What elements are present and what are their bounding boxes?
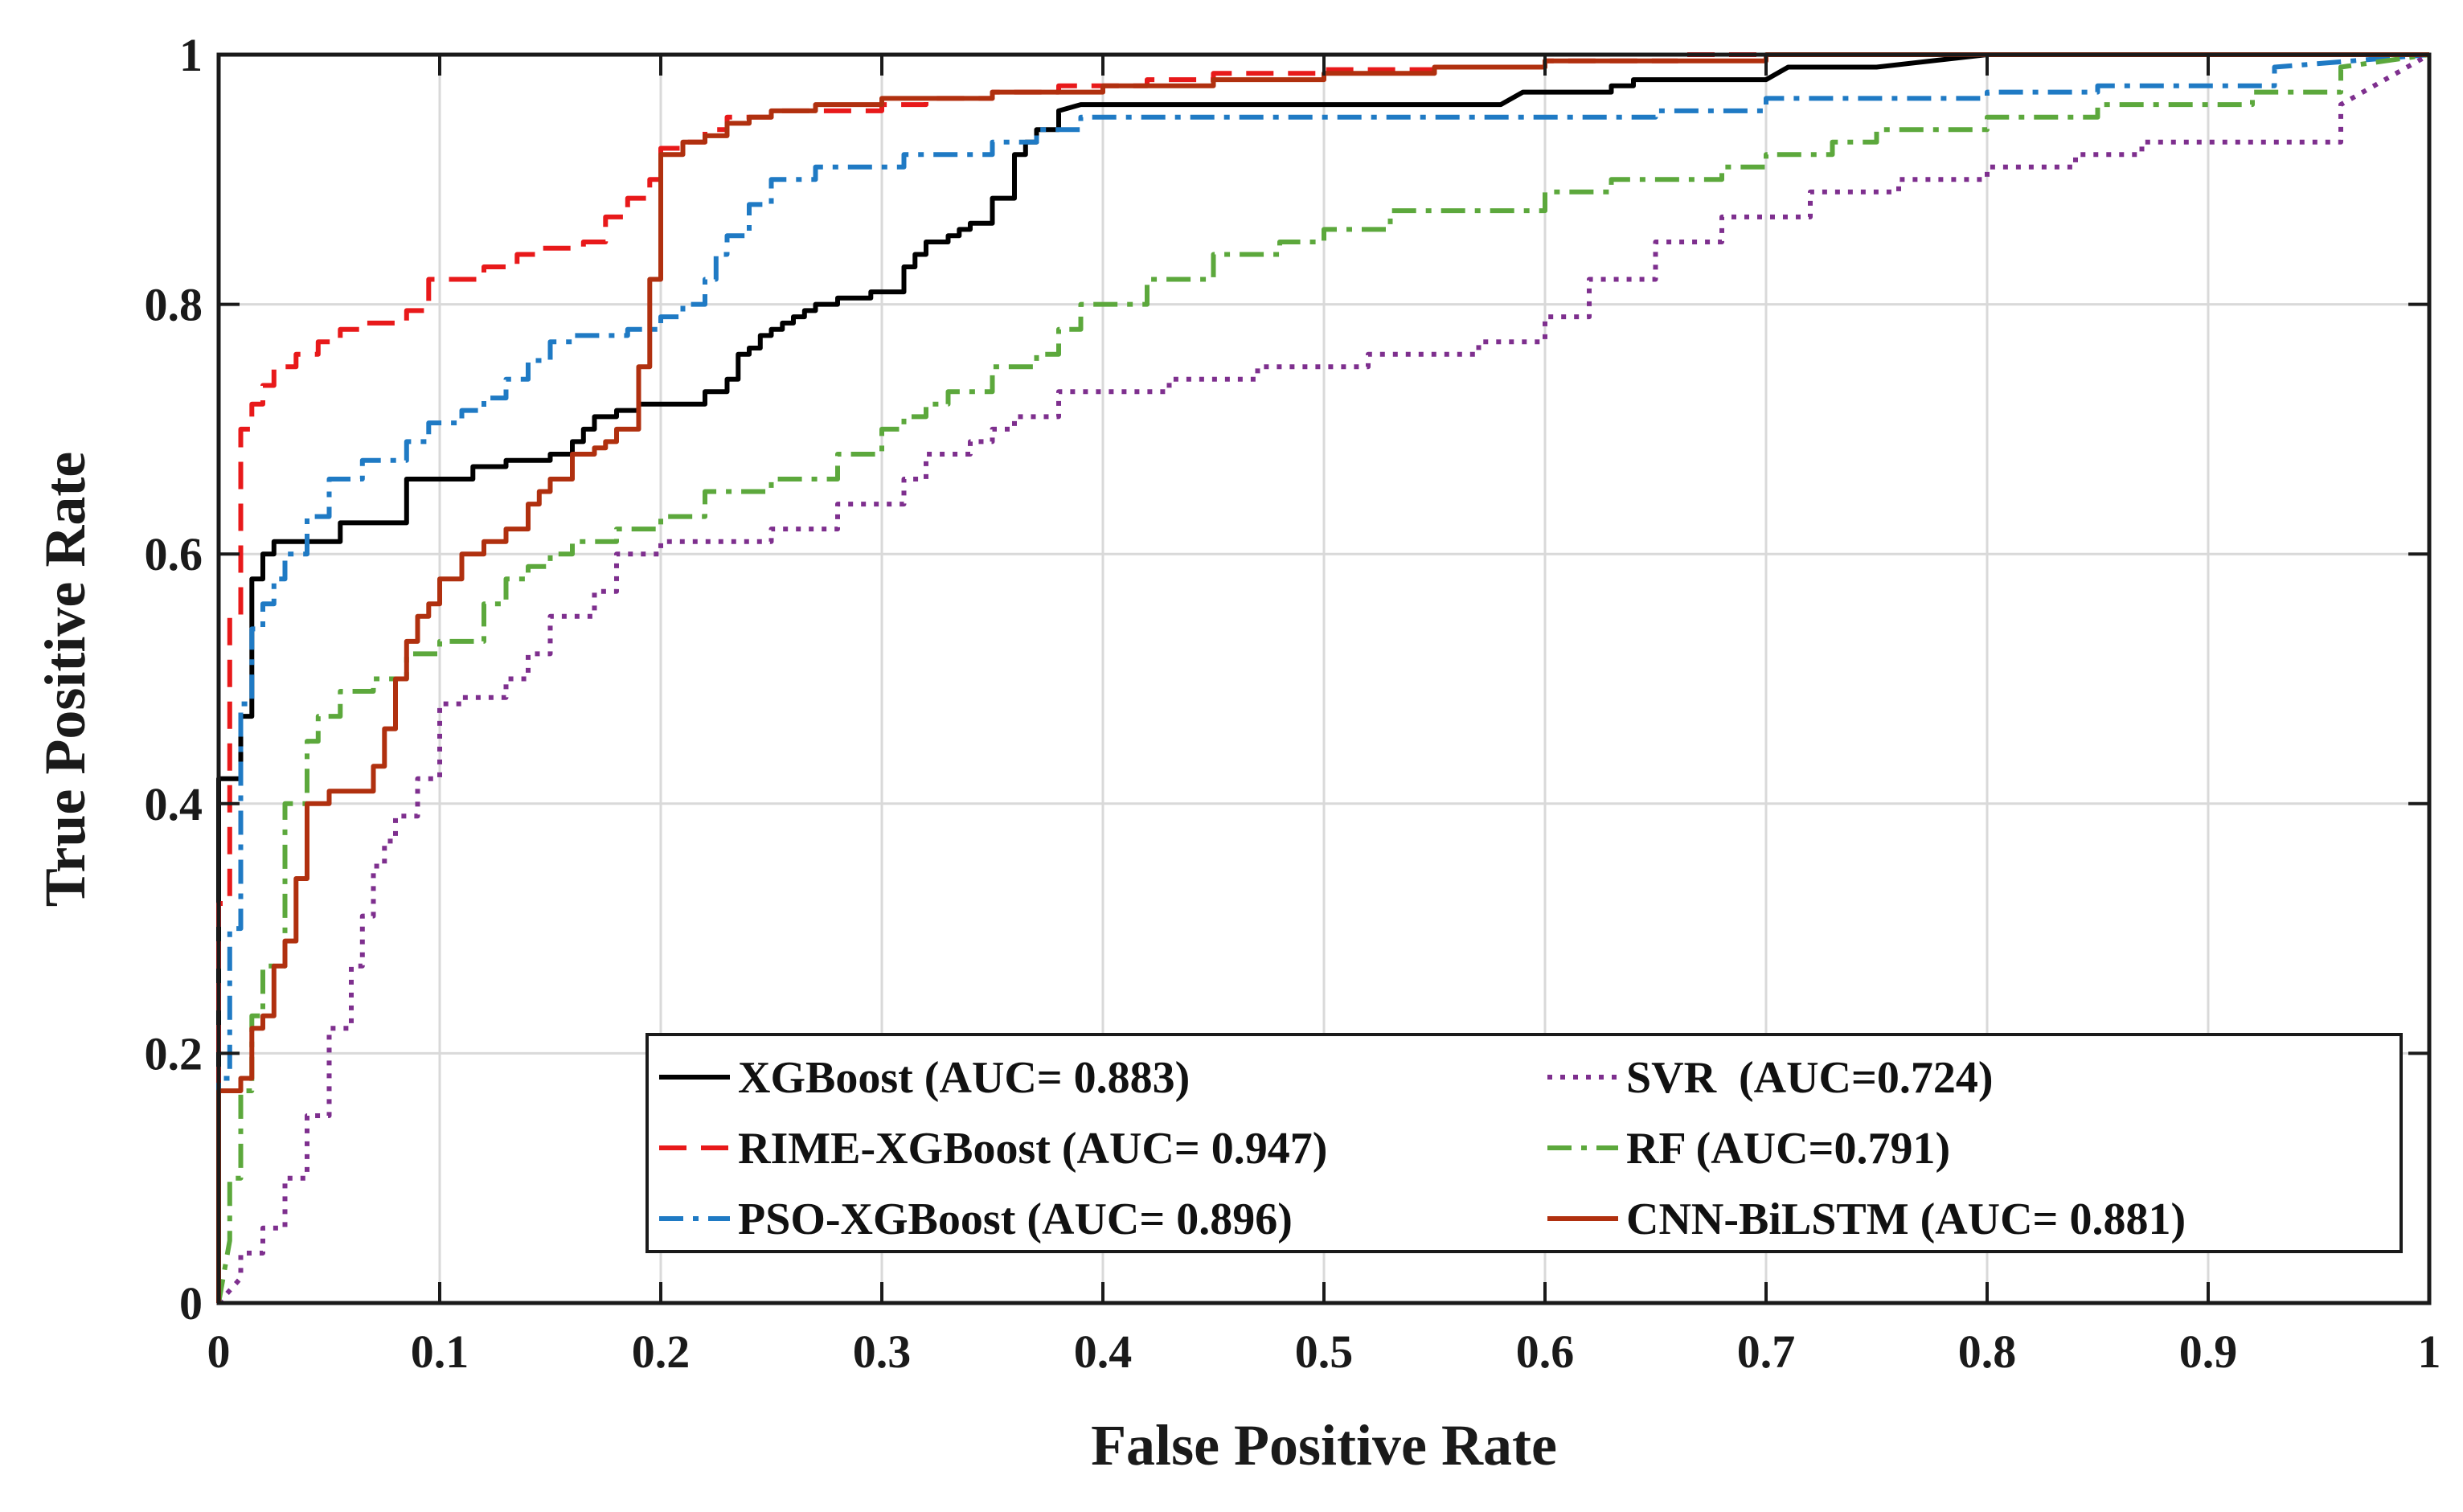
x-tick-labels: 0 0.1 0.2 0.3 0.4 0.5 0.6 0.7 0.8 0.9 1 (207, 1326, 2441, 1378)
y-axis-title: True Positive Rate (33, 452, 97, 908)
x-tick-label: 0.8 (1958, 1326, 2017, 1378)
x-tick-label: 0.9 (2179, 1326, 2238, 1378)
legend: XGBoost (AUC= 0.883) RIME-XGBoost (AUC= 0… (645, 1033, 2403, 1253)
series-svr-line (216, 52, 2431, 1305)
x-tick-label: 0.2 (632, 1326, 691, 1378)
x-tick-label: 0.5 (1295, 1326, 1354, 1378)
y-tick-labels: 0 0.2 0.4 0.6 0.8 1 (145, 29, 203, 1330)
legend-label-rime-xgboost: RIME-XGBoost (AUC= 0.947) (738, 1124, 1327, 1174)
x-tick-label: 0.1 (411, 1326, 469, 1378)
series-pso-xgboost-line (216, 52, 2430, 1303)
y-tick-label: 0.4 (145, 778, 203, 830)
x-tick-label: 0.6 (1516, 1326, 1575, 1378)
legend-label-svr: SVR (AUC=0.724) (1626, 1053, 1994, 1103)
y-tick-label: 0 (179, 1277, 203, 1330)
legend-label-rf: RF (AUC=0.791) (1626, 1124, 1950, 1174)
series-cnn-bilstm-line (216, 52, 2429, 1303)
y-tick-label: 0.2 (145, 1027, 203, 1080)
x-tick-label: 0.7 (1737, 1326, 1796, 1378)
legend-label-xgboost: XGBoost (AUC= 0.883) (738, 1053, 1190, 1103)
y-tick-label: 0.8 (145, 279, 203, 331)
x-axis-title: False Positive Rate (1091, 1413, 1557, 1477)
x-tick-label: 0.3 (853, 1326, 912, 1378)
legend-entries: XGBoost (AUC= 0.883) RIME-XGBoost (AUC= 0… (659, 1053, 2186, 1244)
legend-box (645, 1033, 2403, 1253)
x-tick-label: 0 (207, 1326, 231, 1378)
y-tick-label: 1 (179, 29, 203, 81)
series-rf-line (216, 52, 2430, 1304)
legend-label-pso-xgboost: PSO-XGBoost (AUC= 0.896) (738, 1194, 1293, 1244)
series-rime-xgboost-line (216, 52, 2429, 1303)
legend-label-cnn-bilstm: CNN-BiLSTM (AUC= 0.881) (1626, 1194, 2186, 1244)
axis-ticks (217, 53, 2431, 1305)
x-tick-label: 0.4 (1074, 1326, 1133, 1378)
x-tick-label: 1 (2418, 1326, 2441, 1378)
series-layer (216, 52, 2431, 1305)
y-tick-label: 0.6 (145, 528, 203, 580)
